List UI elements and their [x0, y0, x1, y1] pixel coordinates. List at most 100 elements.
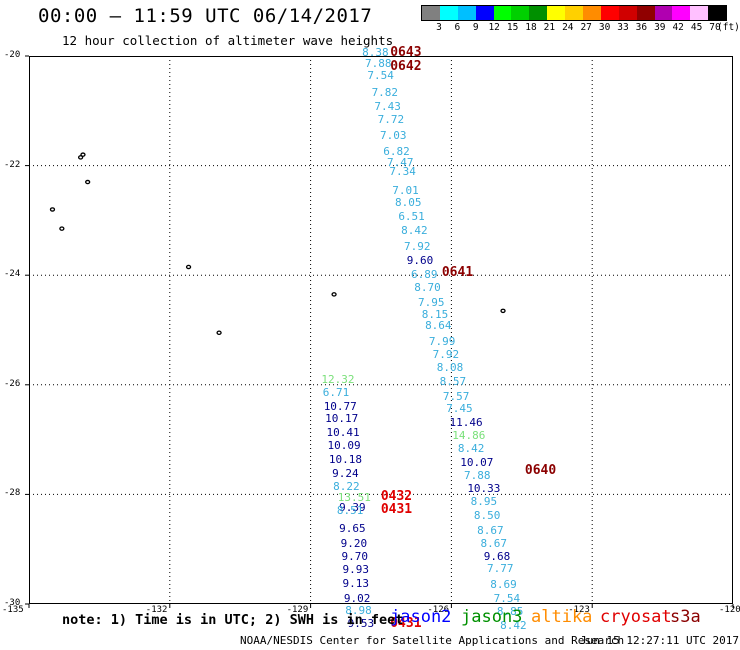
swh-value: 8.51	[336, 504, 364, 518]
swh-value: 8.70	[414, 280, 441, 294]
swh-value: 10.33	[467, 481, 501, 495]
legend-swatch	[600, 6, 619, 20]
legend-swatch	[708, 6, 727, 20]
swh-value: 10.77	[323, 399, 357, 413]
swh-value: 10.09	[327, 439, 361, 453]
swh-value: 7.34	[389, 165, 416, 179]
swh-value: 9.93	[342, 563, 369, 577]
swh-value: 10.41	[326, 426, 360, 440]
swh-value: 8.22	[333, 479, 360, 493]
legend-label: 9	[472, 22, 479, 33]
legend-swatch	[690, 6, 709, 20]
satellite-jason2: jason2	[390, 607, 452, 627]
swh-value: 8.50	[473, 509, 501, 523]
legend-label: 42	[672, 22, 684, 33]
swh-value: 14.86	[452, 428, 486, 442]
swh-value: 8.69	[490, 577, 517, 591]
swh-value: 7.01	[392, 183, 419, 197]
orbit-label: 0642	[390, 58, 422, 74]
legend-label: 33	[617, 22, 629, 33]
swh-value: 7.54	[493, 591, 521, 605]
swh-value: 8.64	[425, 318, 452, 332]
legend-label: 18	[525, 22, 537, 33]
swh-value: 8.05	[395, 195, 422, 209]
lon-label: -132	[145, 605, 168, 615]
legend-units: (ft)	[717, 22, 740, 33]
swh-value: 8.15	[421, 308, 449, 322]
legend-swatch	[672, 6, 691, 20]
swh-value: 7.57	[442, 389, 470, 403]
lon-label: -120	[719, 605, 740, 615]
map-subtitle: 12 hour collection of altimeter wave hei…	[62, 33, 394, 48]
footer-note: note: 1) Time is in UTC; 2) SWH is in fe…	[62, 612, 404, 628]
swh-value: 10.17	[325, 411, 359, 425]
legend-label: 27	[580, 22, 592, 33]
color-legend	[421, 5, 728, 21]
swh-value: 7.03	[380, 129, 407, 142]
legend-swatch	[618, 6, 637, 20]
lat-label: -22	[4, 159, 21, 170]
swh-value: 7.72	[377, 112, 405, 126]
orbit-label: 0431	[380, 502, 413, 518]
swh-value: 6.82	[383, 144, 410, 158]
legend-label: 45	[690, 22, 703, 33]
legend-swatch	[529, 6, 548, 20]
swh-value: 6.89	[410, 268, 438, 282]
lon-label: -129	[286, 605, 309, 615]
swh-value: 8.98	[345, 603, 372, 617]
swh-value: 8.38	[362, 46, 389, 60]
swh-value: 7.54	[367, 69, 394, 83]
color-legend-labels: 3 6 9 12 15 18 21 24 27 30 33 36 39 42 45 70	[421, 22, 734, 34]
lat-label: -26	[4, 378, 21, 389]
legend-label: 24	[562, 22, 574, 33]
swh-value: 8.67	[477, 523, 504, 537]
lon-label: -135	[2, 605, 24, 615]
lat-label: -28	[4, 488, 21, 499]
swh-value: 7.99	[428, 335, 456, 349]
footer-timestamp: Jun 15 12:27:11 UTC 2017	[580, 634, 739, 647]
swh-value: 8.57	[439, 374, 467, 388]
swh-value: 7.82	[371, 86, 399, 100]
swh-value: 12.32	[321, 373, 355, 387]
legend-label: 21	[543, 22, 556, 33]
swh-value: 9.24	[332, 466, 359, 480]
swh-value: 11.46	[449, 416, 483, 430]
swh-value: 10.18	[328, 453, 362, 467]
legend-swatch	[439, 6, 458, 20]
swh-value: 9.02	[343, 591, 371, 605]
island	[49, 207, 56, 212]
legend-label: 39	[654, 22, 666, 33]
legend-swatch	[422, 6, 440, 20]
swh-value: 7.88	[464, 469, 491, 483]
map-title: 00:00 – 11:59 UTC 06/14/2017	[38, 5, 373, 27]
lat-label: -30	[4, 598, 21, 608]
legend-label: 3	[436, 22, 442, 33]
lon-label: -123	[568, 605, 590, 615]
swh-value: 9.68	[483, 550, 511, 564]
legend-label: 30	[598, 22, 611, 33]
legend-swatch	[654, 6, 673, 20]
swh-value: 8.42	[457, 441, 485, 455]
swh-value: 7.92	[432, 348, 460, 362]
swh-value: 7.47	[387, 155, 414, 169]
swh-value: 9.70	[341, 549, 369, 563]
swh-value: 9.60	[406, 253, 434, 267]
swh-value: 8.85	[496, 605, 524, 619]
satellite-altika: altika	[531, 607, 593, 627]
swh-value: 13.51	[337, 490, 371, 504]
legend-swatch	[565, 6, 584, 20]
island	[500, 308, 506, 314]
island	[80, 152, 86, 157]
swh-value: 6.71	[322, 386, 350, 400]
orbit-label: 0641	[441, 265, 474, 280]
lon-label: -126	[427, 605, 450, 615]
island	[331, 292, 337, 297]
legend-label: 6	[454, 22, 461, 33]
island	[85, 179, 91, 185]
swh-value: 7.77	[487, 562, 514, 576]
island	[185, 264, 192, 270]
legend-label: 15	[506, 22, 519, 33]
swh-value: 9.65	[339, 522, 366, 536]
